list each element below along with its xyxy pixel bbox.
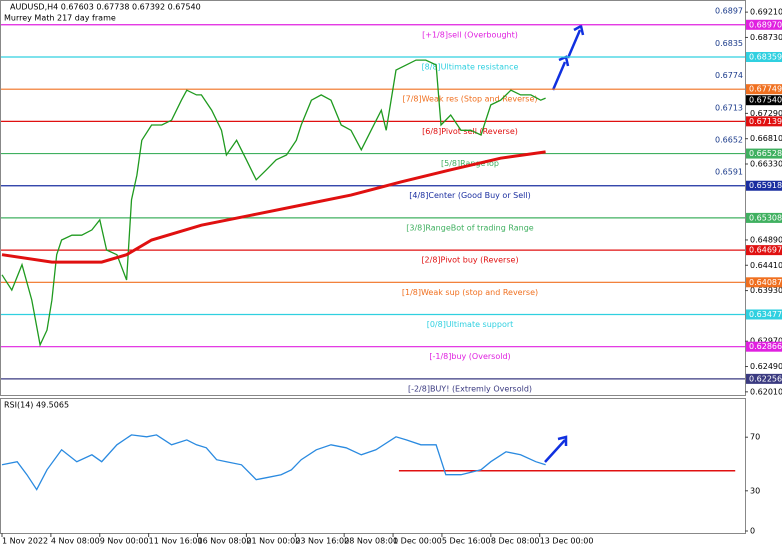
rsi-frame — [0, 398, 746, 534]
y-tick-label: 0.64890 — [750, 235, 782, 244]
level-tag-bg — [746, 373, 782, 384]
level-label: [+1/8]sell (Overbought) — [422, 30, 518, 39]
level-tag: 0.68970 — [749, 20, 782, 29]
level-tag-bg — [746, 341, 782, 352]
y-tick-label: 0.69210 — [750, 8, 782, 17]
y-tick-label: 0.63930 — [750, 286, 782, 295]
arrow-head — [573, 24, 585, 36]
level-tag: 0.66528 — [749, 149, 782, 158]
arrow — [551, 61, 567, 91]
level-tag: 0.67749 — [749, 85, 782, 94]
level-tag: 0.68359 — [749, 53, 782, 62]
price-label: 0.6591 — [715, 168, 743, 177]
x-tick-label: 8 Dec 08:00 — [491, 537, 540, 546]
series-line — [1, 150, 546, 264]
level-tag: 0.63477 — [749, 310, 782, 319]
last-price-bg — [746, 95, 782, 106]
x-tick-label: 13 Dec 00:00 — [540, 537, 594, 546]
arrow — [566, 29, 582, 59]
level-tag-bg — [746, 180, 782, 191]
arrow-head — [557, 435, 568, 446]
chart-title: AUDUSD,H4 0.67603 0.67738 0.67392 0.6754… — [10, 3, 201, 12]
level-tag: 0.64697 — [749, 246, 782, 255]
x-tick-label: 4 Nov 08:00 — [51, 537, 100, 546]
level-tag-bg — [746, 148, 782, 159]
level-label: [2/8]Pivot buy (Reverse) — [421, 256, 518, 265]
y-tick-label: 0.68730 — [750, 33, 782, 42]
price-label: 0.6835 — [715, 39, 743, 48]
price-label: 0.6897 — [715, 6, 743, 15]
level-label: [-1/8]buy (Oversold) — [429, 352, 510, 361]
main-frame — [0, 0, 746, 396]
price-label: 0.6713 — [715, 103, 743, 112]
level-tag-bg — [746, 277, 782, 288]
level-label: [7/8]Weak res (Stop and Reverse) — [402, 95, 537, 104]
level-tag: 0.62256 — [749, 374, 782, 383]
x-tick-label: 23 Nov 16:00 — [295, 537, 349, 546]
level-tag-bg — [746, 245, 782, 256]
x-tick-label: 16 Nov 08:00 — [198, 537, 252, 546]
level-label: [6/8]Pivot sell (Reverse) — [422, 127, 518, 136]
y-tick-label: 0.67290 — [750, 109, 782, 118]
x-tick-label: 1 Nov 2022 — [2, 537, 48, 546]
x-tick-label: 21 Nov 00:00 — [246, 537, 300, 546]
x-tick-label: 5 Dec 16:00 — [442, 537, 491, 546]
y-tick-label: 70 — [750, 433, 760, 442]
level-tag-bg — [746, 19, 782, 30]
level-label: [1/8]Weak sup (stop and Reverse) — [402, 288, 538, 297]
price-label: 0.6652 — [715, 135, 743, 144]
level-tag: 0.65308 — [749, 213, 782, 222]
y-tick-label: 0 — [750, 527, 755, 536]
x-tick-label: 11 Nov 16:00 — [149, 537, 203, 546]
level-tag-bg — [746, 309, 782, 320]
level-label: [4/8]Center (Good Buy or Sell) — [409, 191, 530, 200]
y-tick-label: 0.62490 — [750, 362, 782, 371]
series-line — [1, 59, 546, 348]
level-tag: 0.64087 — [749, 278, 782, 287]
level-tag: 0.62866 — [749, 342, 782, 351]
level-label: [8/8]Ultimate resistance — [422, 63, 519, 72]
chart-subtitle: Murrey Math 217 day frame — [4, 14, 116, 23]
series-line — [1, 434, 546, 491]
level-tag: 0.67139 — [749, 117, 782, 126]
y-tick-label: 30 — [750, 486, 760, 495]
level-label: [3/8]RangeBot of trading Range — [406, 223, 534, 232]
last-price: 0.67540 — [749, 96, 782, 105]
level-tag-bg — [746, 52, 782, 63]
y-tick-label: 0.66810 — [750, 134, 782, 143]
y-tick-label: 0.62010 — [750, 387, 782, 396]
x-tick-label: 28 Nov 08:00 — [344, 537, 398, 546]
y-tick-label: 0.64410 — [750, 261, 782, 270]
arrow — [544, 439, 566, 463]
level-label: [5/8]RangeTop — [441, 159, 499, 168]
x-tick-label: 9 Nov 00:00 — [100, 537, 149, 546]
rsi-title: RSI(14) 49.5065 — [4, 401, 69, 410]
price-label: 0.6774 — [715, 71, 743, 80]
level-label: [-2/8]BUY! (Extremly Oversold) — [408, 384, 532, 393]
x-tick-label: 1 Dec 00:00 — [393, 537, 442, 546]
level-tag-bg — [746, 84, 782, 95]
level-tag: 0.65918 — [749, 181, 782, 190]
level-tag-bg — [746, 116, 782, 127]
level-label: [0/8]Ultimate support — [427, 320, 514, 329]
y-tick-label: 0.66330 — [750, 160, 782, 169]
level-tag-bg — [746, 212, 782, 223]
y-tick-label: 0.62970 — [750, 337, 782, 346]
